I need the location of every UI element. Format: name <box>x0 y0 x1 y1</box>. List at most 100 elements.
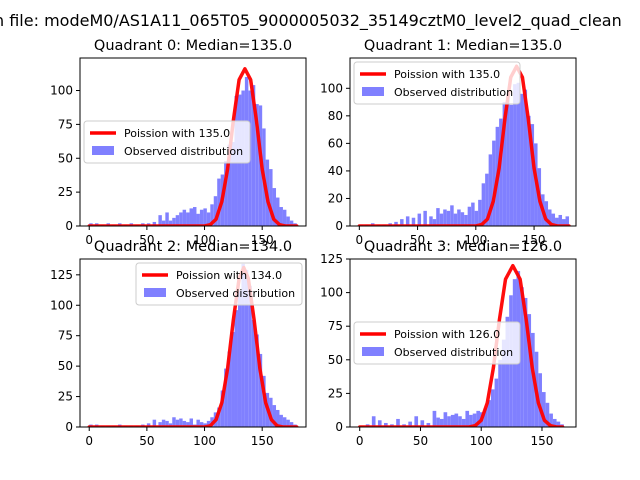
quadrant-1-x-tick-label: 100 <box>464 233 487 247</box>
quadrant-3-histogram-bar <box>458 416 462 427</box>
quadrant-2-histogram-bar <box>255 334 259 427</box>
quadrant-0-histogram-bar <box>255 104 259 226</box>
quadrant-1-y-tick-label: 40 <box>328 164 343 178</box>
quadrant-0-legend-line-label: Poission with 135.0 <box>124 127 230 140</box>
quadrant-0-histogram-bar <box>279 207 283 226</box>
quadrant-3-histogram-bar <box>556 421 561 427</box>
quadrant-0-histogram-bar <box>276 197 280 226</box>
quadrant-0-histogram-bar <box>182 209 187 226</box>
quadrant-0-x-tick-label: 150 <box>251 233 274 247</box>
quadrant-2-legend: Poission with 134.0 Observed distribution <box>135 262 303 306</box>
quadrant-3-histogram-bar <box>439 418 444 427</box>
quadrant-1-histogram-bar <box>453 213 458 226</box>
quadrant-0-histogram-bar <box>199 209 204 226</box>
quadrant-0-histogram-bar <box>224 160 228 226</box>
quadrant-3-histogram-bar <box>487 400 491 427</box>
quadrant-1-histogram-bar <box>558 214 563 226</box>
quadrant-3-y-tick-label: 50 <box>328 353 343 367</box>
quadrant-3-histogram-bar <box>420 420 425 427</box>
quadrant-3-histogram-bar <box>483 408 488 427</box>
quadrant-1-histogram-bar <box>513 84 517 226</box>
quadrant-2-histogram-bar <box>172 417 176 427</box>
quadrant-3-histogram-bar <box>426 422 431 427</box>
quadrant-3-legend-box <box>353 321 521 365</box>
quadrant-2-histogram-bar <box>289 422 294 427</box>
quadrant-0-x-tick-label: 100 <box>193 233 216 247</box>
quadrant-0-histogram-bar <box>172 217 176 226</box>
quadrant-0-y-tick-label: 75 <box>58 117 73 131</box>
quadrant-2-histogram-bar <box>196 419 200 427</box>
quadrant-0-histogram-bar <box>206 212 211 226</box>
quadrant-3-x-tick-label: 100 <box>470 434 493 448</box>
quadrant-3-histogram-bar <box>384 422 388 427</box>
quadrant-1-y-tick-label: 100 <box>320 81 343 95</box>
quadrant-3-histogram-bar <box>371 416 376 427</box>
quadrant-0-y-tick-label: 0 <box>65 219 73 233</box>
quadrant-1-histogram-bar <box>417 213 422 226</box>
quadrant-3-histogram-bar <box>469 414 473 427</box>
quadrant-2-y-tick-label: 125 <box>50 268 73 282</box>
quadrant-2-histogram-bar <box>152 419 157 427</box>
quadrant-2-histogram-bar <box>279 414 283 427</box>
quadrant-2-histogram-bar <box>244 269 249 427</box>
quadrant-0-axes-frame <box>79 57 307 227</box>
quadrant-3-y-tick-label: 100 <box>320 286 343 300</box>
quadrant-1-y-tick-label: 0 <box>335 219 343 233</box>
quadrant-1-y-tick-label: 80 <box>328 109 343 123</box>
quadrant-0-legend: Poission with 135.0 Observed distribution <box>83 120 251 164</box>
quadrant-0-histogram-bar <box>286 216 290 226</box>
quadrant-0-histogram-bar <box>189 208 193 226</box>
quadrant-3-y-tick-label: 0 <box>335 420 343 434</box>
quadrant-3-x-tick-label: 150 <box>531 434 554 448</box>
quadrant-1-histogram-bar <box>551 213 556 226</box>
quadrant-0-histogram-bar <box>152 221 157 226</box>
quadrant-1-x-tick-label: 150 <box>523 233 546 247</box>
quadrant-1-histogram-bar <box>432 219 437 226</box>
quadrant-2-axes-frame <box>79 258 307 428</box>
quadrant-1-histogram-bar <box>464 214 468 226</box>
quadrant-2-histogram-bar <box>241 263 245 427</box>
quadrant-1-legend-hist-swatch <box>362 87 384 96</box>
quadrant-1-histogram-bar <box>423 210 427 226</box>
quadrant-1-histogram-bar <box>520 93 524 226</box>
quadrant-3-histogram-bar <box>501 339 506 427</box>
quadrant-3-histogram-bar <box>450 414 455 427</box>
quadrant-3-histogram-bar <box>414 416 419 427</box>
quadrant-2-histogram-bar <box>272 405 277 427</box>
quadrant-3-histogram-bar <box>538 373 542 427</box>
quadrant-0-histogram-bar <box>251 85 256 226</box>
quadrant-1-y-tick-label: 60 <box>328 136 343 150</box>
quadrant-3-histogram-bar <box>541 392 546 427</box>
quadrant-3-x-tick-label: 50 <box>413 434 428 448</box>
quadrant-1-histogram-bar <box>400 219 404 226</box>
quadrant-2-histogram-bar <box>248 285 252 427</box>
quadrant-0-x-tick-label: 50 <box>139 233 154 247</box>
quadrant-2-y-tick-label: 75 <box>58 329 73 343</box>
quadrant-0-histogram-bar <box>282 209 287 226</box>
quadrant-3-legend-hist-label: Observed distribution <box>394 346 513 359</box>
quadrant-1-histogram-bar <box>548 209 552 226</box>
quadrant-2-histogram-bar <box>168 423 173 427</box>
quadrant-1-histogram-bar <box>478 199 482 226</box>
quadrant-0-histogram-bar <box>269 169 273 226</box>
quadrant-2-legend-line-label: Poission with 134.0 <box>176 269 282 282</box>
quadrant-1-histogram-bar <box>527 115 531 226</box>
quadrant-1-histogram-bar <box>544 201 549 226</box>
quadrant-3-poisson-line <box>357 263 565 427</box>
quadrant-0-histogram-bar <box>165 212 169 226</box>
quadrant-3-y-tick-label: 75 <box>328 319 343 333</box>
quadrant-1-histogram-bar <box>439 213 444 226</box>
quadrant-2-panel: 0 50 100 150 0 25 50 75 100 125 Quadrant 2: Median… <box>50 239 307 448</box>
quadrant-0-histogram-bar <box>217 178 221 226</box>
quadrant-2-histogram-bar <box>146 423 151 427</box>
quadrant-1-histogram-bar <box>450 205 454 226</box>
quadrant-1-histogram-bar <box>481 183 486 226</box>
quadrant-3-histogram-bar <box>432 410 437 427</box>
quadrant-0-histogram-bar <box>231 142 235 226</box>
quadrant-2-histogram-bar <box>258 353 263 427</box>
quadrant-1-histogram-bar <box>436 208 440 226</box>
quadrant-2-histogram-bar <box>227 351 232 427</box>
quadrant-3-histogram-bar <box>545 402 550 427</box>
quadrant-2-legend-hist-label: Observed distribution <box>176 287 295 300</box>
